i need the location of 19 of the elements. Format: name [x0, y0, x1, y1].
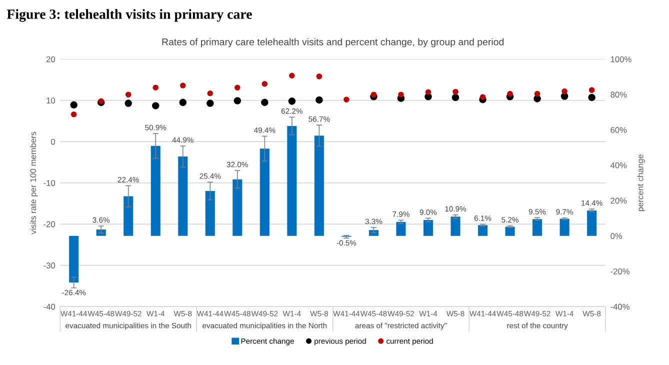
- y-tick-label: -40: [44, 304, 56, 310]
- y2-tick-label: 0%: [610, 233, 622, 239]
- y-tick-label: -30: [44, 262, 56, 268]
- y2-tick-label: 100%: [610, 56, 632, 62]
- y2-tick-label: 60%: [610, 127, 627, 133]
- y-tick-label: -10: [44, 180, 56, 186]
- y-tick-label: 10: [46, 98, 56, 104]
- y2-tick-label: -40%: [610, 304, 630, 310]
- chart-title: Figure 3: telehealth visits in primary care: [6, 9, 252, 22]
- y2-tick-label: 20%: [610, 198, 627, 204]
- y-tick-label: 0: [51, 138, 56, 145]
- y-axis-title: visits rate per 100 members: [30, 132, 38, 234]
- y2-axis-title: percent change: [637, 154, 645, 212]
- y-tick-label: 20: [46, 56, 56, 62]
- chart-subtitle: Rates of primary care telehealth visits and percent change, by group and period: [162, 38, 504, 48]
- y2-tick-label: 40%: [610, 162, 627, 168]
- y2-tick-label: 80%: [610, 92, 627, 98]
- y-tick-label: -20: [44, 221, 56, 228]
- y2-tick-label: -20%: [610, 268, 630, 274]
